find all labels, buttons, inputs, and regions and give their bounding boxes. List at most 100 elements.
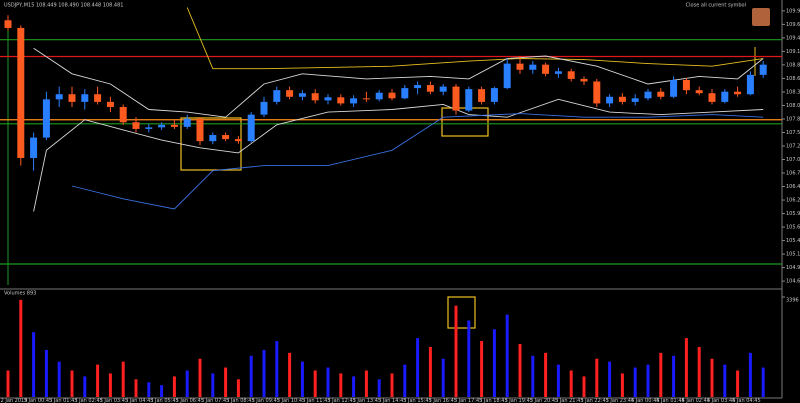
candle-body <box>554 71 562 74</box>
candle-body <box>183 118 191 127</box>
volume-bar <box>275 341 279 397</box>
x-tick-label: 3 Jan 03:45 <box>100 398 128 403</box>
candle-body <box>426 85 434 92</box>
volume-bar <box>736 370 740 397</box>
volume-bar <box>748 352 752 397</box>
candle-body <box>388 92 396 99</box>
candle-body <box>695 90 703 94</box>
x-tick-label: 3 Jan 08:45 <box>226 398 254 403</box>
volume-bar <box>300 361 304 397</box>
x-tick-label: 2 Jan 2019 <box>1 398 28 403</box>
candle-body <box>452 86 460 111</box>
volume-bar <box>352 376 356 397</box>
x-tick-label: 3 Jan 04:45 <box>125 398 153 403</box>
volume-bar <box>377 379 381 397</box>
volume-bar <box>480 341 484 397</box>
volume-bar <box>211 373 215 397</box>
candle-body <box>721 91 729 102</box>
indicator-line <box>186 7 764 70</box>
volume-tick-label: 3396 <box>786 298 799 304</box>
volume-bar <box>710 358 714 397</box>
candle-body <box>4 20 12 28</box>
y-tick-label: 108.875 <box>786 62 800 68</box>
x-tick-label: 3 Jan 07:45 <box>201 398 229 403</box>
candle-body <box>106 101 114 107</box>
candle-body <box>286 90 294 97</box>
volume-bar <box>620 373 624 397</box>
volume-bar <box>288 352 292 397</box>
volume-bar <box>518 343 522 397</box>
indicator-line <box>33 98 764 212</box>
volume-bar <box>505 314 509 397</box>
candle-body <box>490 88 498 102</box>
volume-bar <box>569 370 573 397</box>
candle-body <box>439 86 447 92</box>
y-tick-label: 104.635 <box>786 279 800 285</box>
volume-bar <box>761 367 765 397</box>
candle-body <box>401 88 409 99</box>
x-tick-label: 3 Jan 06:45 <box>176 398 204 403</box>
highlight-box <box>441 107 489 137</box>
candle-body <box>247 114 255 142</box>
volume-bar <box>595 358 599 397</box>
candle-body <box>68 94 76 102</box>
candle-body <box>708 93 716 102</box>
candle-body <box>311 93 319 101</box>
close-button[interactable]: Close all current symbol <box>686 3 746 9</box>
candle-body <box>42 99 50 138</box>
y-tick-label: 108.61 <box>786 76 800 82</box>
close-button-icon[interactable] <box>752 8 770 26</box>
y-tick-label: 105.96 <box>786 211 800 217</box>
candle-body <box>657 91 665 97</box>
volume-bar <box>326 367 330 397</box>
y-tick-label: 107.55 <box>786 130 800 136</box>
volume-bar <box>608 361 612 397</box>
y-tick-label: 109.405 <box>786 35 800 41</box>
volume-bar <box>544 352 548 397</box>
y-tick-label: 107.815 <box>786 116 800 122</box>
volume-bar <box>83 376 87 397</box>
candle-body <box>132 122 140 129</box>
candle-body <box>158 124 166 128</box>
volume-bar <box>134 379 138 397</box>
volume-bar <box>364 370 368 397</box>
x-tick-label: 3 Jan 12:45 <box>327 398 355 403</box>
candle-body <box>17 27 25 158</box>
volume-bar <box>672 355 676 397</box>
x-tick-label: 3 Jan 15:45 <box>403 398 431 403</box>
volume-bar <box>646 364 650 397</box>
volume-bar <box>556 364 560 397</box>
volume-bar <box>403 364 407 397</box>
volume-bar <box>416 338 420 397</box>
x-tick-label: 3 Jan 10:45 <box>277 398 305 403</box>
candle-body <box>503 63 511 89</box>
x-tick-label: 4 Jan 02:45 <box>682 398 710 403</box>
y-tick-label: 107.285 <box>786 143 800 149</box>
x-tick-label: 3 Jan 23:45 <box>606 398 634 403</box>
volume-bar <box>32 332 36 397</box>
candle-body <box>746 74 754 95</box>
x-tick-label: 3 Jan 00:45 <box>24 398 52 403</box>
candle-body <box>222 135 230 140</box>
x-tick-label: 3 Jan 16:45 <box>429 398 457 403</box>
candle-body <box>375 92 383 100</box>
candle-body <box>478 89 486 102</box>
volume-bar <box>160 385 164 397</box>
candle-body <box>362 98 370 100</box>
volume-bar <box>659 352 663 397</box>
candle-body <box>30 137 38 158</box>
volume-bar <box>70 370 74 397</box>
y-tick-label: 106.755 <box>786 171 800 177</box>
candle-body <box>273 90 281 102</box>
y-tick-label: 106.225 <box>786 198 800 204</box>
highlight-box <box>447 296 476 329</box>
candle-body <box>465 89 473 111</box>
volume-bar <box>57 361 61 397</box>
y-tick-label: 109.67 <box>786 22 800 28</box>
x-tick-label: 4 Jan 03:45 <box>707 398 735 403</box>
candle-body <box>234 139 242 142</box>
volume-bar <box>236 379 240 397</box>
y-tick-label: 104.9 <box>786 265 800 271</box>
